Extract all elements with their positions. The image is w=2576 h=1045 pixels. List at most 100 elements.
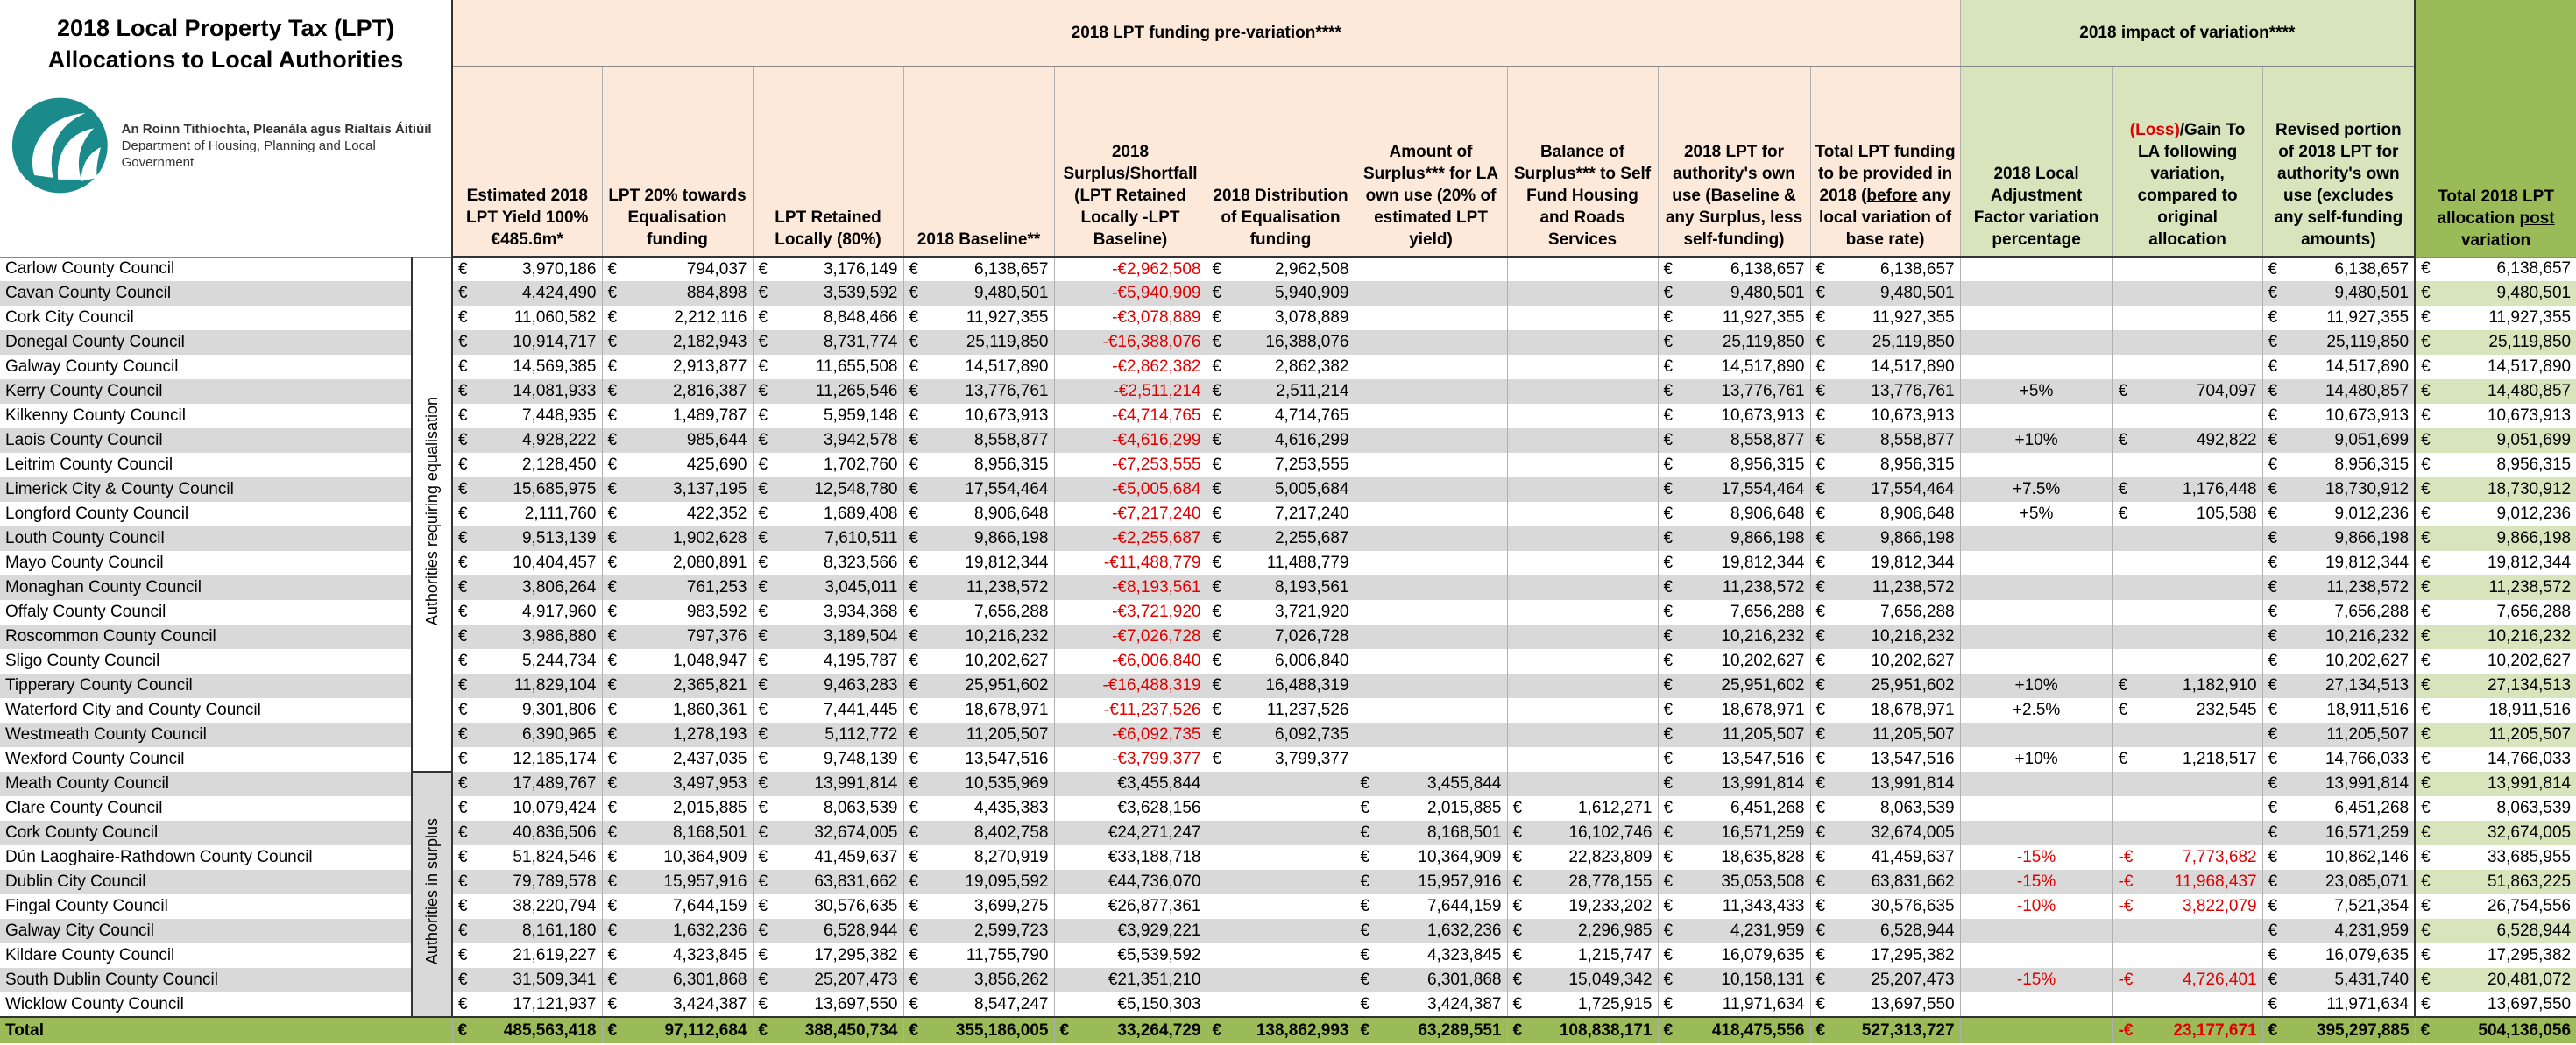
authority-name: Donegal County Council [0,330,412,355]
cell [1354,355,1507,379]
cell: -€11,237,526 [1053,698,1207,723]
cell: €13,991,814 [1657,772,1810,796]
row: Sligo County Council €5,244,734 €1,048,947… [0,649,2576,674]
cell: €63,831,662 [752,870,903,894]
column-header: Balance of Surplus*** to Self Fund Housi… [1506,66,1658,258]
cell: €25,119,850 [1657,330,1810,355]
cell: €31,509,341 [451,968,602,992]
cell: €3,721,920 [1206,600,1355,625]
authority-name: Waterford City and County Council [5,701,261,719]
authority-name: Kildare County Council [5,946,175,964]
cell: €422,352 [601,502,753,526]
row: Dún Laoghaire-Rathdown County Council €51… [0,845,2576,870]
cell: €355,186,005 [902,1016,1054,1043]
cell [1354,404,1507,428]
cell: €16,571,259 [2261,821,2416,845]
cell: €1,048,947 [601,649,753,674]
cell: €51,824,546 [451,845,602,870]
cell [2112,796,2263,821]
authority-name: Laois County Council [0,428,412,453]
cell: €4,231,959 [1657,919,1810,943]
cell: €6,138,657 [2261,257,2416,281]
cell: €9,748,139 [752,747,903,772]
cell: €3,799,377 [1206,747,1355,772]
cell [1354,575,1507,600]
title: 2018 Local Property Tax (LPT) Allocation… [47,15,404,73]
total-row: Total €485,563,418 €97,112,684 €388,450,734… [0,1016,2576,1043]
cell [1506,404,1658,428]
cell [1959,772,2113,796]
cell: €418,475,556 [1657,1016,1810,1043]
cell: €25,119,850 [2261,330,2416,355]
cell: €1,278,193 [601,723,753,747]
cell: €19,812,344 [2261,551,2416,575]
authority-name: Clare County Council [5,799,163,817]
cell [1506,477,1658,502]
cell: €1,218,517 [2112,747,2263,772]
cell: -€4,616,299 [1053,428,1207,453]
cell: €2,111,760 [451,502,602,526]
cell: -15% [1959,845,2113,870]
cell: €25,119,850 [902,330,1054,355]
cell: €13,776,761 [1809,379,1961,404]
cell: €13,776,761 [1657,379,1810,404]
cell: €13,991,814 [2414,772,2576,796]
cell [1354,723,1507,747]
cell: €7,441,445 [752,698,903,723]
cell: €10,673,913 [2414,404,2576,428]
column-header: Estimated 2018 LPT Yield 100% €485.6m* [451,66,602,258]
cell: €14,766,033 [2261,747,2416,772]
cell: €19,095,592 [902,870,1054,894]
cell: €6,006,840 [1206,649,1355,674]
authority-name: Mayo County Council [5,554,164,572]
cell: +2.5% [1959,698,2113,723]
cell: €51,863,225 [2414,870,2576,894]
cell: €17,489,767 [451,772,602,796]
authority-name: Galway County Council [5,357,179,376]
authority-name: Fingal County Council [5,897,168,915]
cell: €18,911,516 [2261,698,2416,723]
cell: €8,906,648 [1809,502,1961,526]
cell: €11,238,572 [2261,575,2416,600]
cell: €18,911,516 [2414,698,2576,723]
cell: €14,517,890 [1809,355,1961,379]
cell: €16,571,259 [1657,821,1810,845]
cell: €13,697,550 [1809,992,1961,1017]
cell: €6,528,944 [2414,919,2576,943]
cell: €13,991,814 [2261,772,2416,796]
row: Louth County Council €9,513,139 €1,902,628… [0,526,2576,551]
cell: €5,431,740 [2261,968,2416,992]
cell: +10% [1959,428,2113,453]
cell: €3,986,880 [451,625,602,649]
cell: -€ 3,822,079 [2112,894,2263,919]
cell: +5% [1959,502,2113,526]
cell [2112,772,2263,796]
cell: €8,161,180 [451,919,602,943]
cell: -€6,006,840 [1053,649,1207,674]
cell: €5,112,772 [752,723,903,747]
cell: -€5,940,909 [1053,281,1207,306]
cell [1959,919,2113,943]
row: Monaghan County Council €3,806,264 €761,25… [0,575,2576,600]
cell: €7,026,728 [1206,625,1355,649]
cell: €8,063,539 [752,796,903,821]
cell: €6,138,657 [1657,257,1810,281]
cell: €15,957,916 [1354,870,1507,894]
cell: €4,616,299 [1206,428,1355,453]
cell [1959,625,2113,649]
cell [1206,845,1355,870]
cell: €504,136,056 [2414,1016,2576,1043]
cell: -€ 7,773,682 [2112,845,2263,870]
authority-name: Sligo County Council [5,652,160,670]
cell [1206,870,1355,894]
cell: €19,233,202 [1506,894,1658,919]
cell: €2,015,885 [1354,796,1507,821]
cell: €10,079,424 [451,796,602,821]
cell: €9,480,501 [902,281,1054,306]
cell: €18,635,828 [1657,845,1810,870]
cell: €1,902,628 [601,526,753,551]
cell: €2,212,116 [601,306,753,330]
cell: €25,207,473 [1809,968,1961,992]
cell: €19,812,344 [1809,551,1961,575]
